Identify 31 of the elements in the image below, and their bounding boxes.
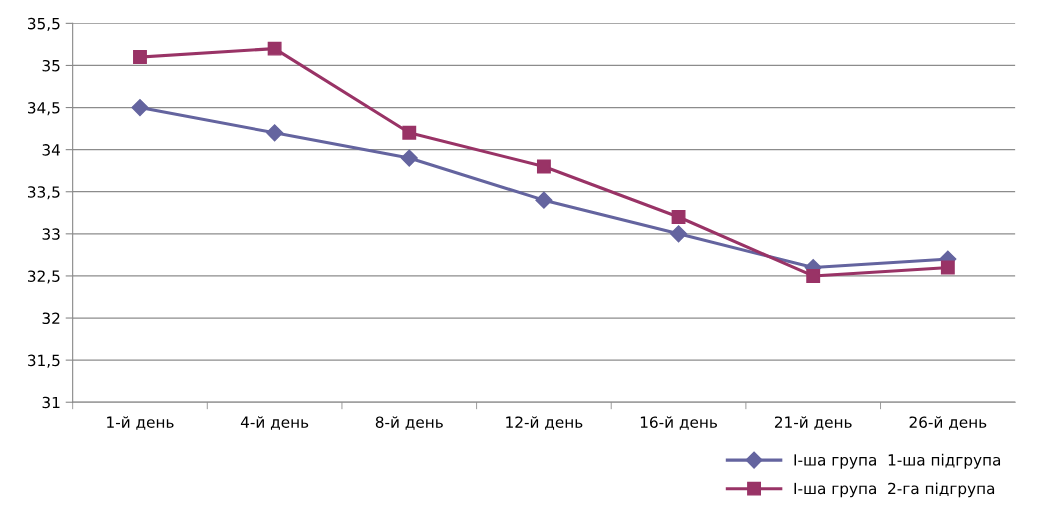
x-tick-label: 8-й день — [375, 416, 443, 430]
legend-label: І-ша група 2-га підгрупа — [794, 482, 995, 498]
x-tick-label: 4-й день — [240, 416, 309, 430]
y-tick-label: 31,5 — [28, 354, 60, 368]
y-tick-label: 32 — [42, 312, 60, 325]
x-tick-label: 1-й день — [107, 416, 174, 430]
point — [402, 125, 417, 140]
point — [536, 159, 551, 174]
y-tick-label: 33,5 — [28, 186, 60, 200]
point — [400, 149, 418, 167]
point — [535, 191, 553, 209]
point — [266, 124, 284, 142]
y-tick-label: 34 — [42, 144, 60, 156]
x-tick-label: 16-й день — [640, 416, 717, 430]
y-tick-label: 35 — [42, 59, 60, 72]
x-tick-label: 12-й день — [506, 416, 583, 430]
point — [131, 98, 149, 117]
y-tick-label: 33 — [42, 228, 60, 240]
point — [806, 268, 821, 283]
point — [940, 260, 955, 275]
y-tick-label: 31 — [42, 396, 60, 409]
y-tick-label: 32,5 — [28, 270, 60, 284]
point — [133, 50, 147, 64]
point — [671, 210, 686, 224]
y-tick-label: 35,5 — [28, 17, 60, 31]
point — [670, 225, 688, 243]
point — [267, 41, 282, 56]
x-tick-label: 21-й день — [774, 416, 852, 430]
legend-label: І-ша група 1-ша підгрупа — [794, 453, 1001, 469]
y-tick-label: 34,5 — [28, 102, 60, 116]
x-tick-label: 26-й день — [909, 416, 987, 430]
